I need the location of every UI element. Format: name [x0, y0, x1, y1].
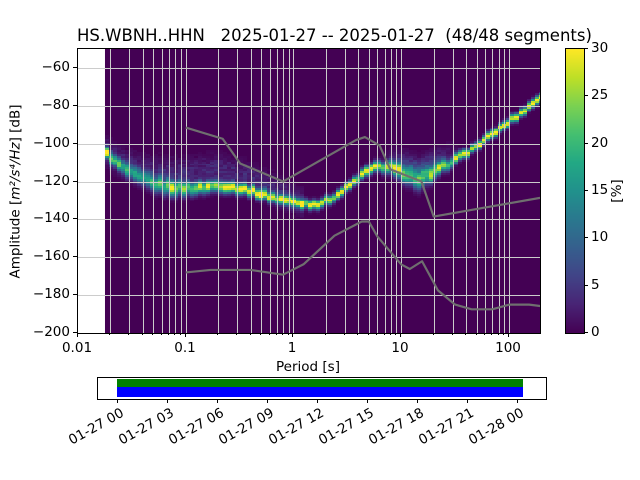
y-tick-label: −200 — [32, 324, 70, 340]
colorbar-gradient-canvas — [566, 49, 584, 333]
colorbar — [565, 48, 585, 334]
y-tick-mark — [73, 67, 77, 68]
timeline-data-bar — [117, 379, 523, 387]
x-minor-tick-mark — [282, 333, 283, 335]
y-tick-label: −60 — [41, 59, 71, 75]
colorbar-tick-label: 20 — [591, 135, 609, 151]
x-minor-tick-mark — [452, 333, 453, 335]
x-minor-tick-mark — [498, 333, 499, 335]
timeline-tick-mark — [317, 399, 318, 403]
x-minor-tick-mark — [491, 333, 492, 335]
y-tick-label: −120 — [32, 173, 70, 189]
colorbar-tick-label: 5 — [591, 277, 600, 293]
x-minor-tick-mark — [161, 333, 162, 335]
y-tick-mark — [73, 105, 77, 106]
x-minor-tick-mark — [142, 333, 143, 335]
x-tick-label: 100 — [495, 340, 521, 356]
y-tick-mark — [73, 294, 77, 295]
y-tick-mark — [73, 143, 77, 144]
x-minor-tick-mark — [503, 333, 504, 335]
x-minor-tick-mark — [476, 333, 477, 335]
y-tick-label: −100 — [32, 135, 70, 151]
x-minor-tick-mark — [433, 333, 434, 335]
colorbar-tick-mark — [584, 48, 588, 49]
x-minor-tick-mark — [168, 333, 169, 335]
y-tick-label: −80 — [41, 97, 71, 113]
y-tick-mark — [73, 332, 77, 333]
colorbar-tick-label: 30 — [591, 40, 609, 56]
x-minor-tick-mark — [368, 333, 369, 335]
colorbar-tick-mark — [584, 190, 588, 191]
y-tick-mark — [73, 256, 77, 257]
x-minor-tick-mark — [128, 333, 129, 335]
timeline-tick-mark — [167, 399, 168, 403]
x-minor-tick-mark — [236, 333, 237, 335]
y-tick-label: −160 — [32, 248, 70, 264]
x-tick-label: 1 — [287, 340, 297, 356]
x-minor-tick-mark — [217, 333, 218, 335]
x-minor-tick-mark — [395, 333, 396, 335]
plot-title: HS.WBNH..HHN 2025-01-27 -- 2025-01-27 (4… — [77, 26, 592, 45]
colorbar-tick-mark — [584, 237, 588, 238]
x-minor-tick-mark — [269, 333, 270, 335]
y-tick-mark — [73, 218, 77, 219]
timeline-tick-mark — [367, 399, 368, 403]
colorbar-tick-label: 25 — [591, 87, 609, 103]
timeline-psd-bar — [117, 387, 523, 397]
y-tick-label: −180 — [32, 286, 70, 302]
colorbar-tick-mark — [584, 332, 588, 333]
x-tick-label: 10 — [391, 340, 409, 356]
x-minor-tick-mark — [109, 333, 110, 335]
x-minor-tick-mark — [344, 333, 345, 335]
x-minor-tick-mark — [465, 333, 466, 335]
y-axis-label-math: m²/s⁴/Hz — [7, 142, 24, 200]
x-tick-label: 0.01 — [61, 340, 93, 356]
timeline-tick-mark — [217, 399, 218, 403]
timeline-tick-mark — [117, 399, 118, 403]
x-tick-mark — [77, 333, 78, 337]
x-minor-tick-mark — [390, 333, 391, 335]
x-tick-mark — [185, 333, 186, 337]
colorbar-tick-label: 10 — [591, 229, 609, 245]
x-tick-label: 0.1 — [174, 340, 196, 356]
x-tick-mark — [400, 333, 401, 337]
x-minor-tick-mark — [376, 333, 377, 335]
x-tick-mark — [292, 333, 293, 337]
x-axis-label: Period [s] — [276, 359, 340, 375]
timeline-tick-mark — [517, 399, 518, 403]
timeline-tick-mark — [417, 399, 418, 403]
x-minor-tick-mark — [325, 333, 326, 335]
colorbar-tick-mark — [584, 285, 588, 286]
x-minor-tick-mark — [152, 333, 153, 335]
plot-area — [77, 48, 541, 334]
y-tick-mark — [73, 181, 77, 182]
x-minor-tick-mark — [357, 333, 358, 335]
x-tick-mark — [508, 333, 509, 337]
x-minor-tick-mark — [484, 333, 485, 335]
colorbar-tick-mark — [584, 95, 588, 96]
timeline-tick-mark — [467, 399, 468, 403]
x-minor-tick-mark — [260, 333, 261, 335]
colorbar-tick-label: 0 — [591, 324, 600, 340]
x-minor-tick-mark — [250, 333, 251, 335]
x-minor-tick-mark — [180, 333, 181, 335]
ppsd-histogram-canvas — [78, 49, 540, 333]
x-minor-tick-mark — [174, 333, 175, 335]
y-tick-label: −140 — [32, 210, 70, 226]
x-minor-tick-mark — [384, 333, 385, 335]
x-minor-tick-mark — [276, 333, 277, 335]
colorbar-tick-label: 15 — [591, 182, 609, 198]
colorbar-tick-mark — [584, 143, 588, 144]
timeline-coverage-box — [97, 377, 547, 400]
timeline-tick-mark — [267, 399, 268, 403]
x-minor-tick-mark — [288, 333, 289, 335]
y-axis-label: Amplitude [m²/s⁴/Hz] [dB] — [7, 104, 24, 279]
